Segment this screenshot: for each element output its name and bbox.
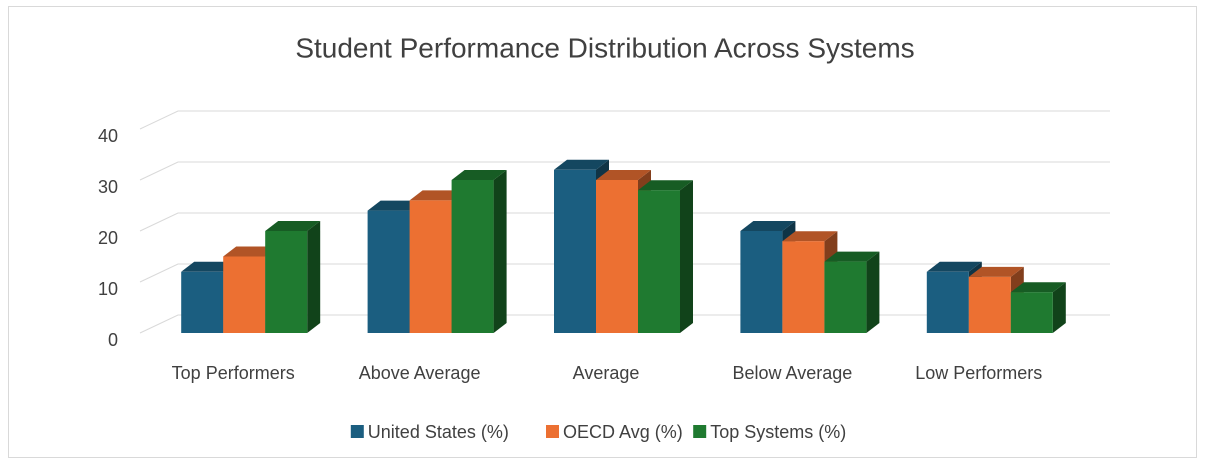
legend-swatch [546, 425, 559, 438]
bar-side [680, 180, 693, 333]
bar-3d [824, 251, 880, 333]
bar-top [926, 261, 982, 272]
bar-3d [638, 180, 693, 333]
y-tick-label: 0 [108, 330, 118, 350]
grid-line [139, 212, 1110, 232]
bar-top [409, 190, 465, 201]
legend-label: Top Systems (%) [710, 422, 846, 442]
bar-top [740, 221, 796, 231]
legend-swatch [350, 425, 364, 438]
x-tick-label: Low Performers [915, 363, 1042, 383]
bar-top [968, 266, 1024, 277]
bar [968, 276, 1011, 333]
y-tick-label: 30 [98, 177, 118, 197]
x-tick-label: Below Average [733, 363, 853, 383]
x-tick-label: Top Performers [172, 363, 295, 383]
bar-top [451, 170, 507, 180]
grid-line [139, 110, 1110, 130]
bar-side [866, 251, 880, 333]
grid-line [139, 161, 1110, 181]
bar-top [554, 159, 609, 170]
y-tick-label: 40 [98, 126, 118, 146]
bar [409, 200, 452, 333]
bar [824, 261, 867, 333]
x-tick-label: Average [573, 363, 640, 383]
chart-title: Student Performance Distribution Across … [295, 32, 914, 63]
bar [638, 190, 680, 333]
bar [596, 180, 638, 333]
bar [367, 210, 410, 333]
legend-label: United States (%) [368, 422, 509, 442]
bar-3d [265, 221, 321, 333]
legend-swatch [693, 425, 707, 438]
bar-side [1052, 282, 1066, 333]
bar [926, 271, 969, 333]
bar [740, 231, 783, 333]
bar [1010, 292, 1053, 333]
bar-top [223, 246, 279, 257]
bar [223, 256, 266, 333]
bar-top [596, 170, 651, 180]
bar [265, 231, 308, 333]
bar [554, 169, 596, 333]
legend-label: OECD Avg (%) [563, 422, 683, 442]
bar-3d [451, 170, 507, 333]
bar-side [307, 221, 321, 333]
bar-top [638, 180, 693, 191]
y-tick-label: 20 [98, 228, 118, 248]
bar-top [782, 231, 838, 242]
x-tick-label: Above Average [359, 363, 481, 383]
bar [181, 271, 224, 333]
bar-top [265, 221, 321, 231]
bar-top [1010, 282, 1066, 293]
y-tick-label: 10 [98, 279, 118, 299]
bar-top [367, 200, 423, 211]
bar-side [493, 170, 507, 333]
bar [782, 241, 825, 333]
bar-top [824, 251, 880, 262]
bar-3d [1010, 282, 1066, 333]
bar-top [181, 261, 237, 272]
bar [451, 180, 494, 333]
